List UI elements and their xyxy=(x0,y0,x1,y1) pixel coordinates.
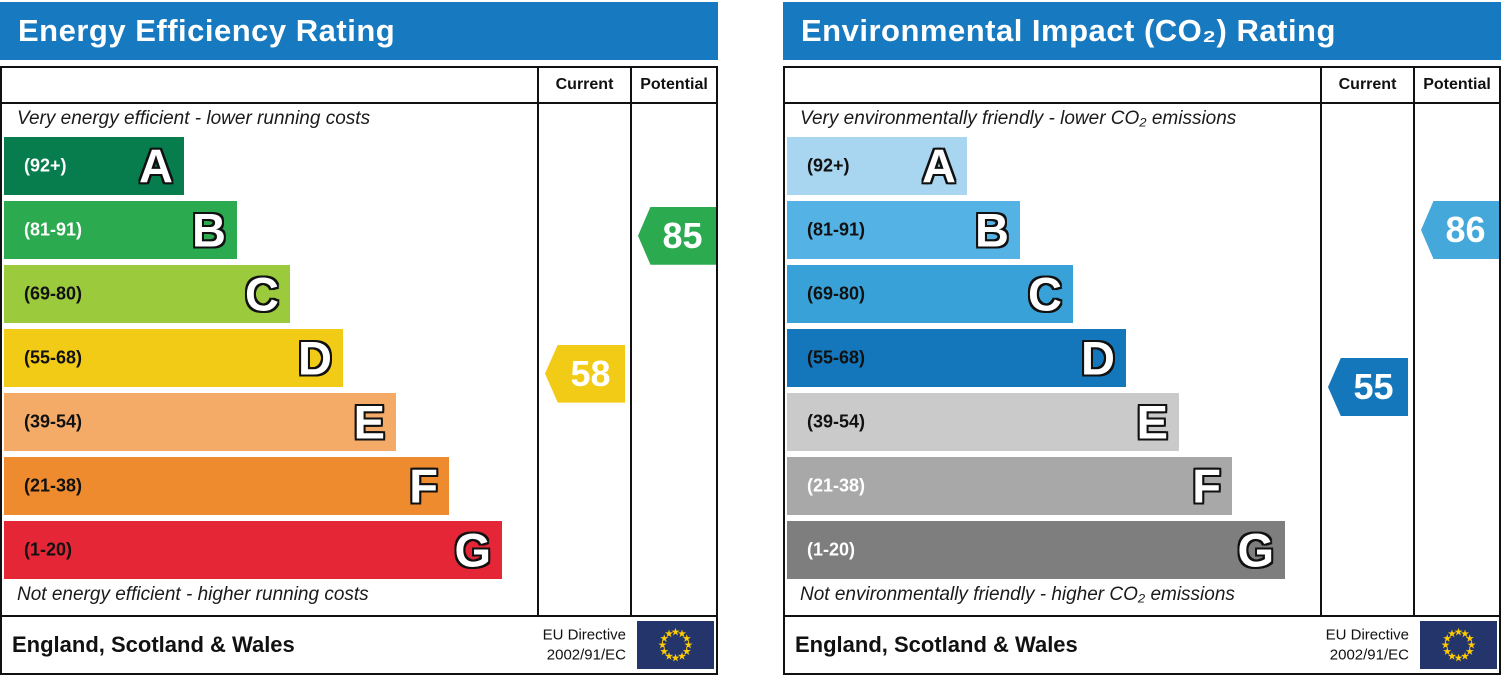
region-label: England, Scotland & Wales xyxy=(795,632,1078,657)
eu-directive-line2: 2002/91/EC xyxy=(546,646,626,663)
header-divider xyxy=(785,102,1499,104)
band-letter: B xyxy=(975,203,1009,257)
bottom-note: Not environmentally friendly - higher CO… xyxy=(800,584,1235,605)
band-range-label: (21-38) xyxy=(807,475,866,496)
footer: England, Scotland & Wales EU Directive 2… xyxy=(785,617,1499,673)
band-b: (81-91) B xyxy=(4,201,237,259)
band-range-label: (55-68) xyxy=(24,347,83,368)
eu-directive-line1: EU Directive xyxy=(1325,626,1409,644)
band-c: (69-80) C xyxy=(4,265,290,323)
band-range-label: (69-80) xyxy=(807,283,866,304)
rating-table: Current Potential Very energy efficient … xyxy=(0,66,718,675)
top-note: Very environmentally friendly - lower CO… xyxy=(800,108,1237,129)
column-divider xyxy=(1320,68,1322,617)
band-letter: G xyxy=(1237,523,1274,577)
band-b: (81-91) B xyxy=(787,201,1020,259)
band-letter: D xyxy=(298,331,332,385)
band-a: (92+) A xyxy=(787,137,967,195)
band-letter: G xyxy=(454,523,491,577)
band-letter: D xyxy=(1081,331,1115,385)
footer-divider xyxy=(2,615,716,617)
potential-column-header: Potential xyxy=(1423,76,1491,93)
band-a: (92+) A xyxy=(4,137,184,195)
band-d: (55-68) D xyxy=(787,329,1126,387)
current-rating-arrow: 58 xyxy=(545,344,625,403)
footer-divider xyxy=(785,615,1499,617)
band-range-label: (81-91) xyxy=(24,219,83,240)
potential-column-header: Potential xyxy=(640,76,708,93)
eu-flag-icon xyxy=(637,621,714,669)
band-e: (39-54) E xyxy=(787,393,1179,451)
footer: England, Scotland & Wales EU Directive 2… xyxy=(2,617,716,673)
band-g: (1-20) G xyxy=(4,521,502,579)
band-c: (69-80) C xyxy=(787,265,1073,323)
region-label: England, Scotland & Wales xyxy=(12,632,295,657)
band-g: (1-20) G xyxy=(787,521,1285,579)
band-f: (21-38) F xyxy=(4,457,449,515)
band-range-label: (92+) xyxy=(24,155,67,176)
current-column-header: Current xyxy=(1338,76,1397,93)
column-divider xyxy=(537,68,539,617)
band-range-label: (81-91) xyxy=(807,219,866,240)
band-range-label: (69-80) xyxy=(24,283,83,304)
panel-title: Energy Efficiency Rating xyxy=(18,13,396,48)
panel-title-bar: Environmental Impact (CO₂) Rating xyxy=(783,2,1501,60)
band-e: (39-54) E xyxy=(4,393,396,451)
band-letter: E xyxy=(1136,395,1168,449)
band-range-label: (92+) xyxy=(807,155,850,176)
band-letter: C xyxy=(245,267,279,321)
eu-directive-line1: EU Directive xyxy=(542,626,626,644)
rating-table: Current Potential Very environmentally f… xyxy=(783,66,1501,675)
eu-directive-label: EU Directive 2002/91/EC xyxy=(543,626,626,665)
band-range-label: (1-20) xyxy=(807,539,856,560)
top-note: Very energy efficient - lower running co… xyxy=(17,108,371,129)
eu-directive-line2: 2002/91/EC xyxy=(1329,646,1409,663)
potential-rating-arrow: 85 xyxy=(638,206,716,265)
band-f: (21-38) F xyxy=(787,457,1232,515)
band-letter: F xyxy=(1192,459,1221,513)
band-d: (55-68) D xyxy=(4,329,343,387)
current-column-header: Current xyxy=(555,76,614,93)
column-divider xyxy=(1413,68,1415,617)
band-letter: A xyxy=(139,139,173,193)
column-divider xyxy=(630,68,632,617)
band-range-label: (21-38) xyxy=(24,475,83,496)
header-divider xyxy=(2,102,716,104)
band-range-label: (39-54) xyxy=(24,411,83,432)
band-letter: F xyxy=(409,459,438,513)
environmental-impact-panel: Environmental Impact (CO₂) Rating Curren… xyxy=(783,0,1501,675)
band-letter: E xyxy=(353,395,385,449)
panel-title-bar: Energy Efficiency Rating xyxy=(0,2,718,60)
potential-rating-arrow: 86 xyxy=(1421,201,1499,259)
band-range-label: (1-20) xyxy=(24,539,73,560)
current-rating-arrow: 55 xyxy=(1328,358,1408,416)
band-letter: A xyxy=(922,139,956,193)
eu-directive-label: EU Directive 2002/91/EC xyxy=(1326,626,1409,665)
band-letter: B xyxy=(192,203,226,257)
band-letter: C xyxy=(1028,267,1062,321)
band-range-label: (39-54) xyxy=(807,411,866,432)
eu-flag-icon xyxy=(1420,621,1497,669)
bottom-note: Not energy efficient - higher running co… xyxy=(17,584,369,605)
energy-efficiency-panel: Energy Efficiency Rating Current Potenti… xyxy=(0,0,718,675)
panel-title: Environmental Impact (CO₂) Rating xyxy=(801,13,1336,48)
band-range-label: (55-68) xyxy=(807,347,866,368)
